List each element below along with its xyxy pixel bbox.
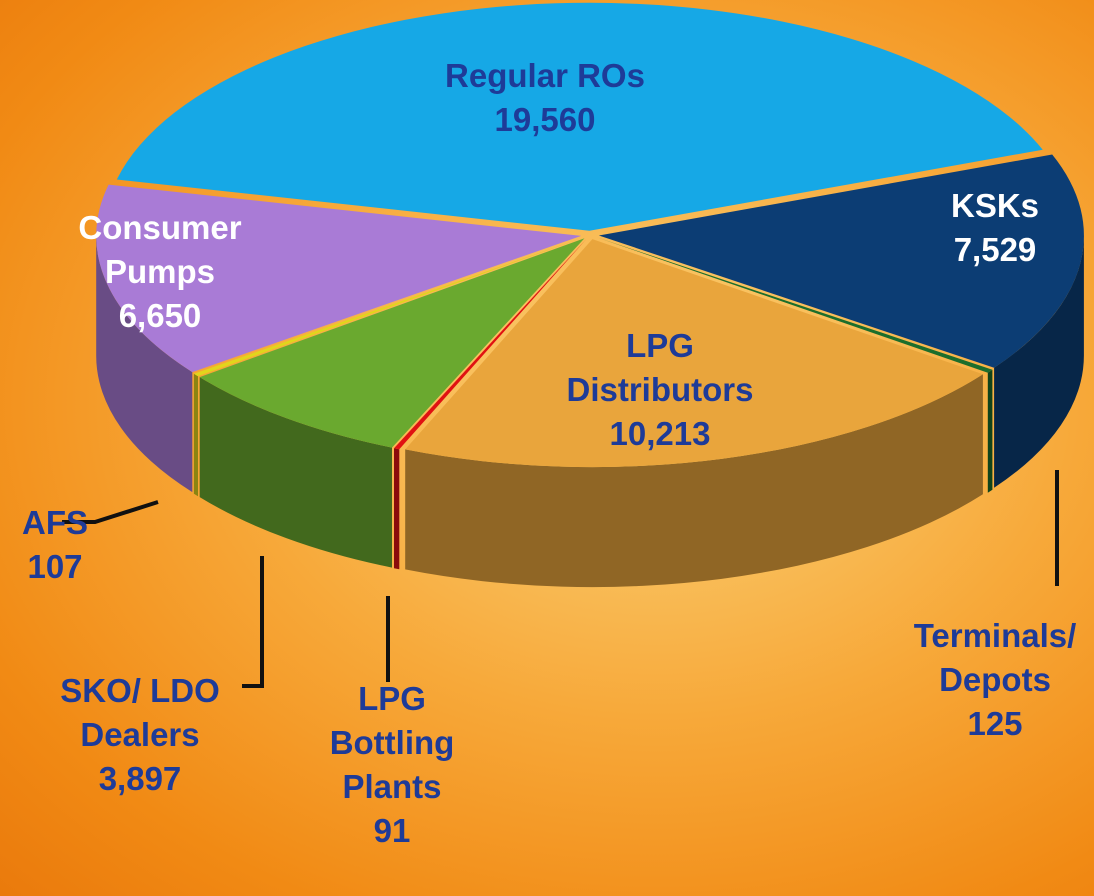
tops xyxy=(96,2,1084,468)
slice-side xyxy=(193,373,198,497)
slice xyxy=(598,154,1084,368)
slice-side xyxy=(405,374,983,588)
category-label: Regular ROs xyxy=(445,57,645,94)
slice-label: Terminals/ Depots 125 xyxy=(885,614,1094,746)
slice xyxy=(193,237,583,377)
slice-side xyxy=(994,235,1084,488)
slice-side xyxy=(987,369,993,493)
leader-line xyxy=(62,500,159,524)
slice xyxy=(199,238,585,448)
slice-label: Consumer Pumps 6,650 xyxy=(40,206,280,338)
slice-label: KSKs 7,529 xyxy=(895,184,1094,272)
slice xyxy=(597,237,993,373)
value-label: 7,529 xyxy=(953,231,1037,268)
slice-label: LPG Bottling Plants 91 xyxy=(307,677,477,853)
sides xyxy=(96,235,1084,588)
slice-label: SKO/ LDO Dealers 3,897 xyxy=(30,669,250,801)
slice-side xyxy=(394,448,400,570)
slice xyxy=(96,184,582,373)
category-label: KSKs xyxy=(950,187,1040,224)
slice xyxy=(405,239,983,468)
slice-label: LPG Distributors 10,213 xyxy=(530,324,790,456)
leader-line xyxy=(242,556,264,688)
slice xyxy=(394,238,587,450)
value-label: 125 xyxy=(967,705,1023,742)
value-label: 3,897 xyxy=(98,760,182,797)
slice-side xyxy=(199,377,392,568)
category-label: SKO/ LDO Dealers xyxy=(60,672,220,753)
category-label: LPG Distributors xyxy=(566,327,754,408)
value-label: 6,650 xyxy=(118,297,202,334)
slice-label: AFS 107 xyxy=(10,501,100,589)
slice xyxy=(116,2,1043,231)
value-label: 91 xyxy=(373,812,411,849)
value-label: 19,560 xyxy=(494,101,596,138)
value-label: 107 xyxy=(27,548,83,585)
slice-side xyxy=(96,235,193,493)
slice-label: Regular ROs 19,560 xyxy=(395,54,695,142)
category-label: Terminals/ Depots xyxy=(913,617,1077,698)
value-label: 10,213 xyxy=(609,415,711,452)
category-label: Consumer Pumps xyxy=(78,209,242,290)
category-label: AFS xyxy=(22,504,88,541)
category-label: LPG Bottling Plants xyxy=(329,680,455,805)
